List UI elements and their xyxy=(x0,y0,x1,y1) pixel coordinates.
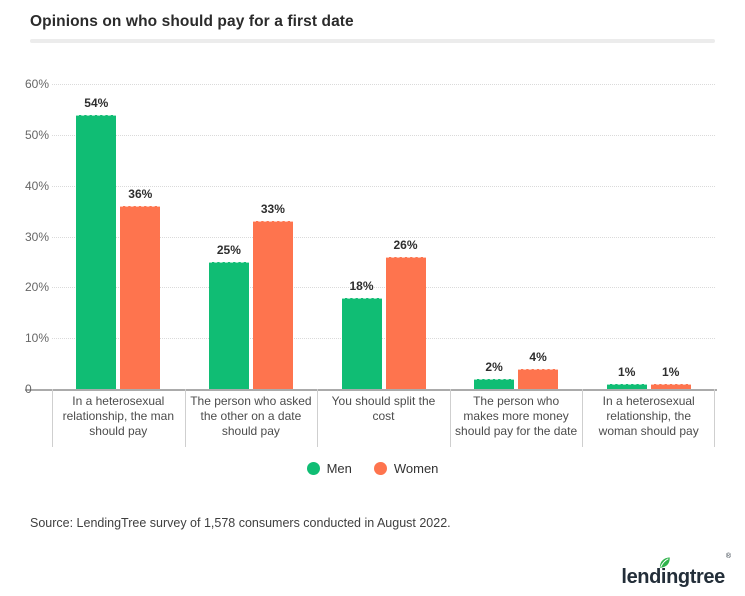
category-separator xyxy=(582,389,584,447)
category-separator xyxy=(714,389,715,447)
bar-men[interactable] xyxy=(606,383,647,389)
bar-value-label: 26% xyxy=(393,237,418,252)
legend-label: Women xyxy=(393,461,439,476)
category-label: You should split the cost xyxy=(331,394,436,423)
bar-men[interactable] xyxy=(76,114,117,389)
source-note: Source: LendingTree survey of 1,578 cons… xyxy=(30,516,451,530)
legend-swatch-women xyxy=(373,462,387,475)
legend-label: Men xyxy=(326,461,352,476)
category-separator xyxy=(317,389,319,447)
category-label: The person who makes more money should p… xyxy=(455,394,578,438)
lendingtree-logo: lend i ngtree ® xyxy=(621,552,731,588)
category-label: In a heterosexual relationship, the man … xyxy=(62,394,174,438)
y-axis-tick-label: 50% xyxy=(25,127,50,142)
bar-women[interactable] xyxy=(120,206,161,389)
category-separator xyxy=(449,389,451,447)
gridline xyxy=(52,185,715,187)
bar-women[interactable] xyxy=(518,368,559,389)
category-separator xyxy=(184,389,186,447)
legend-swatch-men xyxy=(306,462,320,475)
x-axis-line xyxy=(25,389,717,391)
gridline xyxy=(52,338,715,340)
bar-women[interactable] xyxy=(650,383,691,389)
logo-text-post: ngtree xyxy=(666,566,725,588)
y-axis-tick-label: 0 xyxy=(25,382,32,396)
bar-value-label: 4% xyxy=(529,349,547,364)
bar-men[interactable] xyxy=(341,297,382,389)
legend-item-women[interactable]: Women xyxy=(373,461,439,476)
category-label: The person who asked the other on a date… xyxy=(190,394,312,438)
bar-value-label: 25% xyxy=(216,242,241,257)
bar-value-label: 33% xyxy=(260,202,285,217)
bar-women[interactable] xyxy=(385,256,426,389)
leaf-icon xyxy=(659,557,670,568)
category-label: In a heterosexual relationship, the woma… xyxy=(598,394,699,438)
logo-letter-i: i xyxy=(659,557,670,588)
bar-value-label: 1% xyxy=(618,364,636,379)
logo-text-pre: lend xyxy=(621,566,661,588)
bar-men[interactable] xyxy=(208,261,249,389)
title-divider xyxy=(30,39,715,43)
y-axis-tick-label: 60% xyxy=(25,77,50,91)
gridline xyxy=(52,84,715,85)
legend: Men Women xyxy=(0,461,745,476)
trademark-symbol: ® xyxy=(725,553,731,560)
y-axis-tick-label: 10% xyxy=(25,331,50,346)
y-axis-tick-label: 20% xyxy=(25,280,50,295)
gridline xyxy=(52,236,715,238)
y-axis-tick-label: 30% xyxy=(25,229,50,244)
gridline xyxy=(52,134,715,136)
bar-women[interactable] xyxy=(252,221,293,389)
bar-value-label: 54% xyxy=(84,95,109,110)
logo-text: lend i ngtree xyxy=(621,557,725,588)
gridline xyxy=(52,287,715,289)
page-title: Opinions on who should pay for a first d… xyxy=(30,13,354,30)
legend-item-men[interactable]: Men xyxy=(306,461,352,476)
bar-value-label: 18% xyxy=(349,278,374,293)
bar-value-label: 1% xyxy=(662,364,680,379)
bar-men[interactable] xyxy=(474,378,515,389)
bar-value-label: 36% xyxy=(128,187,153,201)
category-separator xyxy=(52,389,53,447)
y-axis-tick-label: 40% xyxy=(25,178,50,193)
bar-value-label: 2% xyxy=(485,359,503,374)
